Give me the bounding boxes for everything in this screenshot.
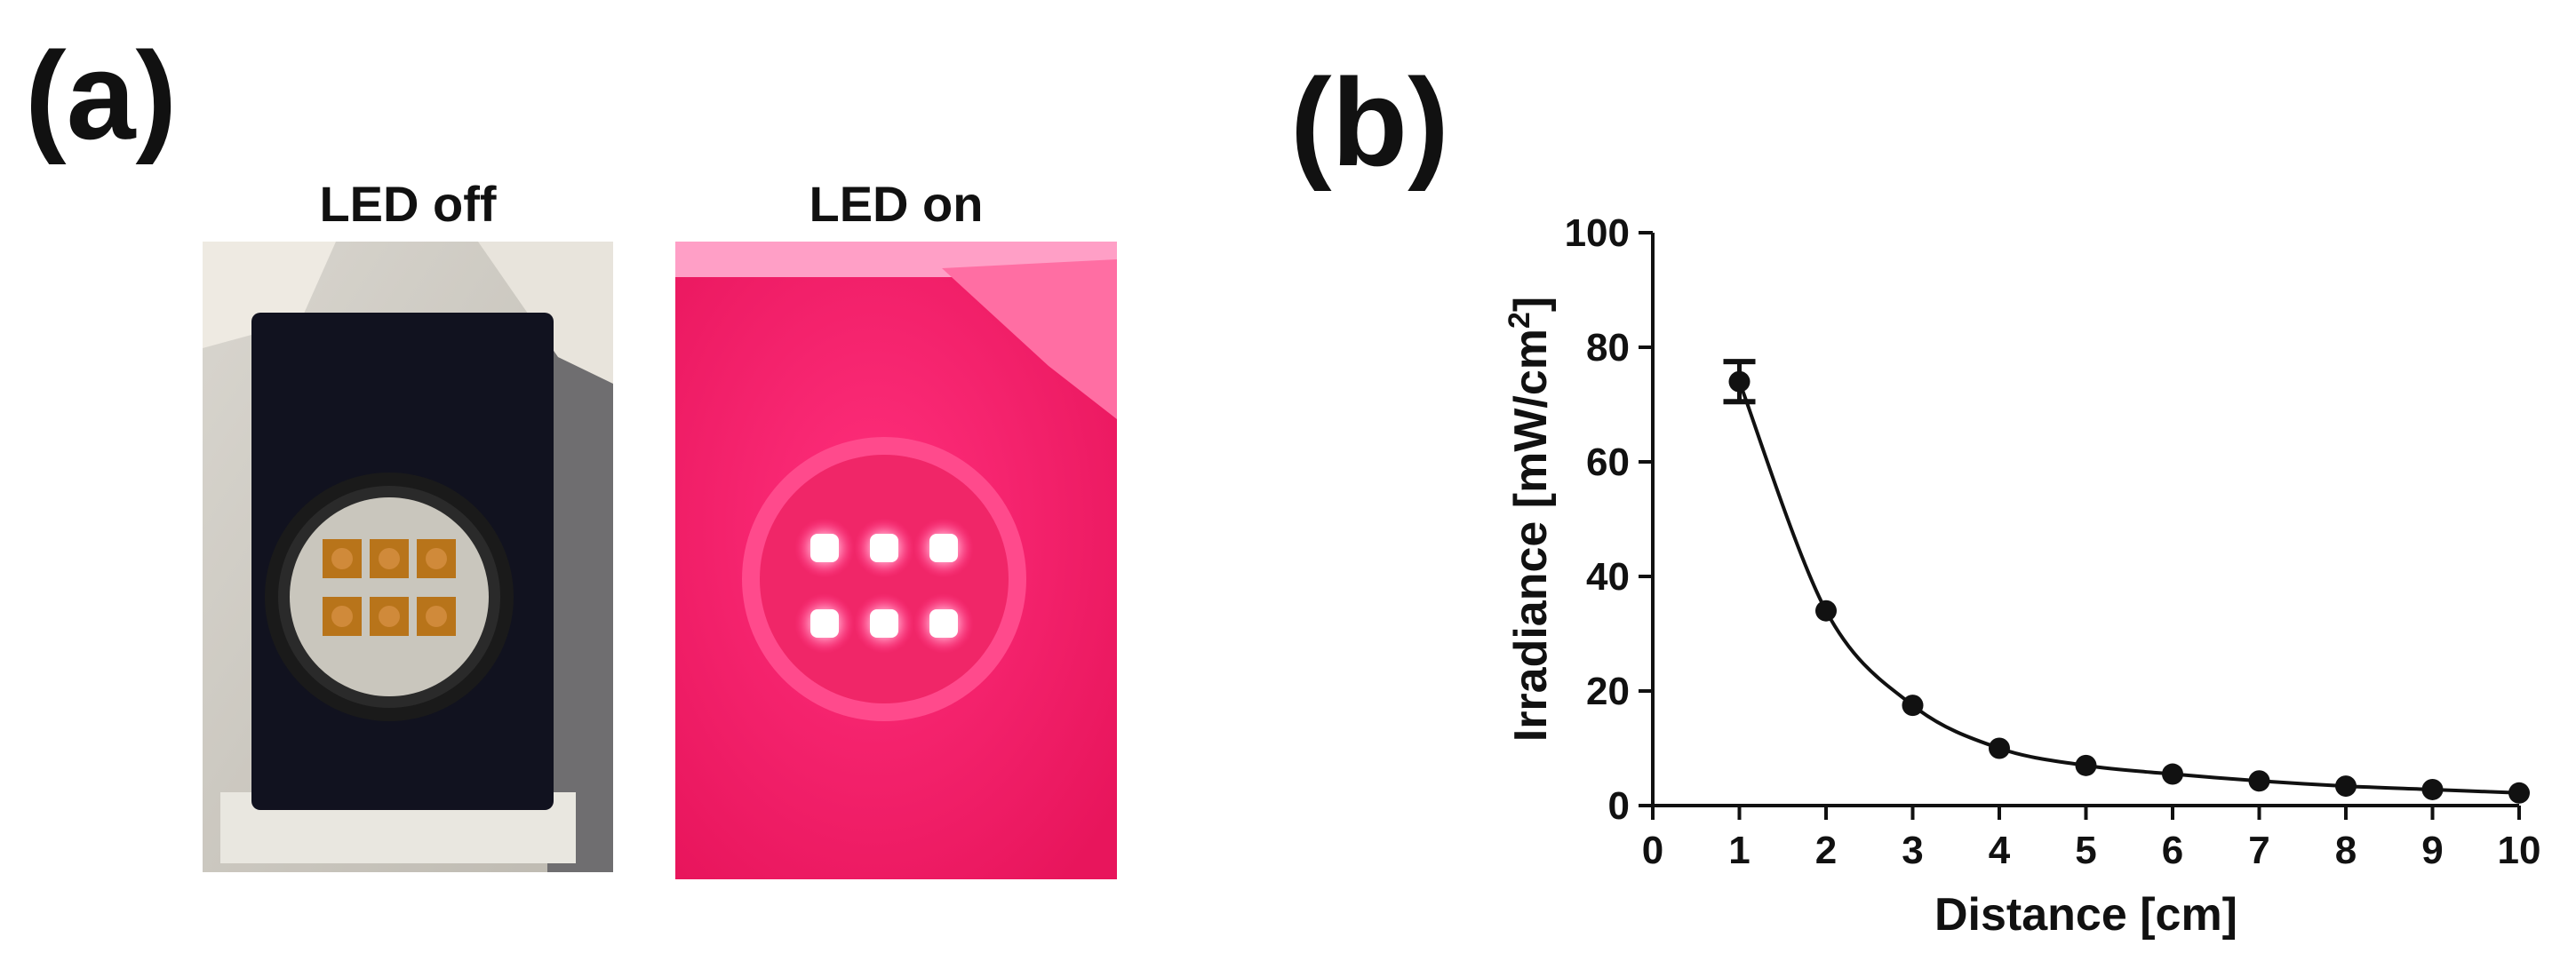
data-point [2075,754,2097,776]
y-tick-label: 20 [1586,670,1630,713]
x-tick-label: 8 [2335,829,2357,872]
x-axis-label: Distance [cm] [1934,889,2237,941]
led-off-title: LED off [319,176,497,232]
x-tick-label: 5 [2075,829,2096,872]
y-tick-label: 40 [1586,555,1630,599]
y-tick-label: 80 [1586,326,1630,369]
data-points [1728,370,2530,804]
y-tick-labels: 0 20 40 60 80 100 [1565,211,1630,828]
x-tick-label: 3 [1902,829,1923,872]
led-glow-array [794,518,974,654]
x-tick-label: 9 [2421,829,2443,872]
x-tick-label: 1 [1728,829,1750,872]
data-point [1902,695,1924,717]
data-point [2508,782,2530,804]
led-on-photo [675,242,1117,879]
x-tick-label: 2 [1815,829,1837,872]
x-tick-label: 6 [2162,829,2183,872]
x-tick-label: 4 [1989,829,2011,872]
y-tick-label: 100 [1565,211,1630,255]
chart-axes [1639,231,2521,820]
data-point [2421,778,2444,800]
data-point [1815,600,1837,622]
x-tick-labels: 0 1 2 3 4 5 6 7 8 9 10 [1642,829,2541,872]
y-tick-label: 0 [1608,784,1630,828]
led-chip-array [323,539,456,636]
series-line [1737,380,2520,795]
panel-b-label: (b) [1290,52,1449,192]
panel-a-label: (a) [25,26,178,165]
data-point [2335,775,2357,798]
data-point [2162,763,2183,785]
led-on-title: LED on [809,176,984,232]
data-point [2248,770,2270,792]
data-point [1728,370,1751,393]
data-point [1989,737,2010,759]
x-tick-label: 7 [2248,829,2269,872]
x-tick-label: 0 [1642,829,1663,872]
y-axis-label: Irradiance [mW/cm2] [1503,297,1557,743]
y-tick-label: 60 [1586,441,1630,484]
y-axis-label-superscript: 2 [1503,312,1536,329]
x-tick-label: 10 [2498,829,2541,872]
led-off-photo [203,242,613,872]
